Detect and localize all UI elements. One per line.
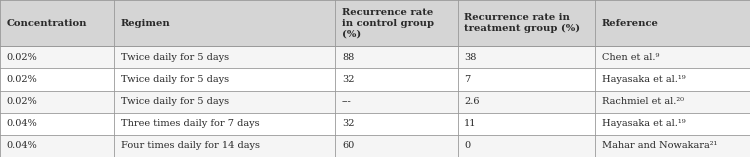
Text: 2.6: 2.6	[464, 97, 480, 106]
Text: Concentration: Concentration	[7, 19, 87, 28]
Text: 0.04%: 0.04%	[7, 119, 38, 128]
Text: 38: 38	[464, 53, 477, 62]
Text: Twice daily for 5 days: Twice daily for 5 days	[121, 53, 229, 62]
Bar	[0, 91, 750, 113]
Text: 0.04%: 0.04%	[7, 141, 38, 150]
Text: Regimen: Regimen	[121, 19, 170, 28]
Text: 0: 0	[464, 141, 470, 150]
Text: Chen et al.⁹: Chen et al.⁹	[602, 53, 658, 62]
Text: Four times daily for 14 days: Four times daily for 14 days	[121, 141, 260, 150]
Text: 32: 32	[342, 75, 355, 84]
Text: Mahar and Nowakara²¹: Mahar and Nowakara²¹	[602, 141, 717, 150]
Text: Hayasaka et al.¹⁹: Hayasaka et al.¹⁹	[602, 119, 686, 128]
Text: Rachmiel et al.²⁰: Rachmiel et al.²⁰	[602, 97, 683, 106]
Text: Twice daily for 5 days: Twice daily for 5 days	[121, 97, 229, 106]
Text: 0.02%: 0.02%	[7, 53, 38, 62]
Text: 7: 7	[464, 75, 470, 84]
Text: Hayasaka et al.¹⁹: Hayasaka et al.¹⁹	[602, 75, 686, 84]
Bar	[0, 0, 750, 46]
Bar	[0, 46, 750, 68]
Text: 11: 11	[464, 119, 477, 128]
Bar	[0, 68, 750, 91]
Text: 60: 60	[342, 141, 354, 150]
Bar	[0, 113, 750, 135]
Text: Twice daily for 5 days: Twice daily for 5 days	[121, 75, 229, 84]
Bar	[0, 135, 750, 157]
Text: Recurrence rate
in control group
(%): Recurrence rate in control group (%)	[342, 8, 434, 39]
Text: 0.02%: 0.02%	[7, 75, 38, 84]
Text: 88: 88	[342, 53, 354, 62]
Text: Three times daily for 7 days: Three times daily for 7 days	[121, 119, 260, 128]
Text: ---: ---	[342, 97, 352, 106]
Text: Reference: Reference	[602, 19, 658, 28]
Text: Recurrence rate in
treatment group (%): Recurrence rate in treatment group (%)	[464, 13, 580, 33]
Text: 32: 32	[342, 119, 355, 128]
Text: 0.02%: 0.02%	[7, 97, 38, 106]
